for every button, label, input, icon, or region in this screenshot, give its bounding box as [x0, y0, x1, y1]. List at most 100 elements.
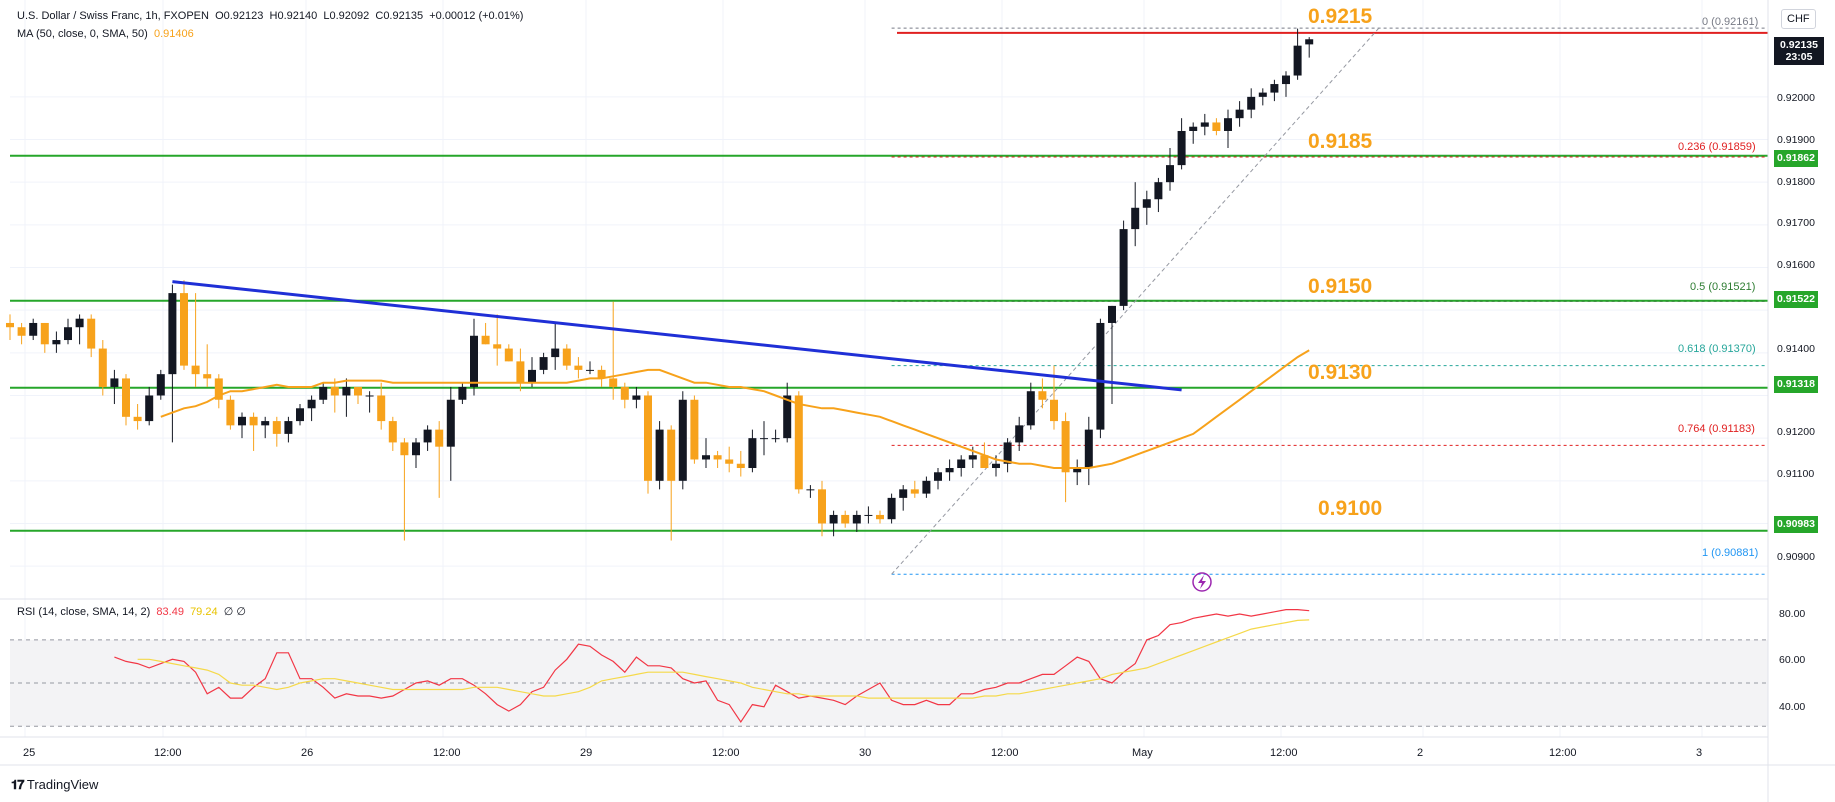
candle-body — [52, 340, 61, 345]
candle-body — [296, 408, 304, 422]
candlestick-series — [6, 28, 1314, 541]
countdown: 23:05 — [1785, 51, 1813, 63]
ohlc-change: +0.00012 (+0.01%) — [429, 10, 524, 22]
time-tick: 2 — [1417, 747, 1424, 759]
candle-body — [1119, 229, 1128, 306]
candle-body — [586, 369, 594, 371]
candle-body — [481, 335, 490, 345]
price-tick: 0.91200 — [1777, 426, 1815, 438]
candle-body — [64, 327, 72, 341]
candle-body — [1293, 45, 1302, 76]
candle-body — [365, 395, 374, 397]
candle-body — [1131, 207, 1140, 230]
candle-body — [528, 369, 536, 383]
candle-body — [249, 416, 258, 426]
fib-label-0764: 0.764 (0.91183) — [1678, 423, 1755, 435]
fib-label-0: 0 (0.92161) — [1702, 16, 1759, 28]
time-tick: 30 — [859, 747, 872, 759]
price-tick: 0.91400 — [1777, 343, 1815, 355]
candle-body — [40, 322, 49, 345]
candle-body — [1258, 92, 1267, 97]
candle-body — [1061, 421, 1070, 473]
candle-body — [980, 455, 989, 469]
candle-body — [1026, 391, 1035, 426]
candle-body — [458, 386, 467, 400]
time-tick: 12:00 — [712, 747, 740, 759]
candle-body — [818, 489, 826, 524]
candle-body — [1270, 84, 1279, 93]
candle-body — [214, 378, 223, 400]
level-label-9130: 0.9130 — [1308, 361, 1373, 384]
candle-body — [783, 395, 792, 439]
rsi-panel — [0, 572, 1768, 727]
rsi-label: RSI (14, close, SMA, 14, 2) — [17, 606, 151, 618]
currency-button[interactable]: CHF — [1781, 9, 1816, 29]
candle-body — [1096, 322, 1105, 430]
candle-body — [748, 438, 757, 469]
candle-body — [1015, 425, 1024, 443]
candle-body — [1189, 126, 1198, 131]
candle-body — [423, 429, 432, 443]
rsi-band — [10, 639, 1768, 727]
tradingview-logo-icon: 𝟏𝟕 — [11, 777, 25, 792]
ohlc-close: C0.92135 — [375, 10, 424, 22]
candle-body — [412, 442, 420, 456]
candle-body — [945, 468, 954, 473]
candle-body — [6, 322, 14, 328]
candle-body — [284, 421, 293, 434]
candle-body — [1108, 305, 1116, 323]
candle-body — [29, 322, 38, 336]
candle-body — [1154, 182, 1163, 200]
candle-body — [226, 399, 235, 426]
candle-body — [690, 399, 699, 460]
ma-legend[interactable]: MA (50, close, 0, SMA, 50) 0.91406 — [17, 28, 194, 40]
price-tick: 0.91900 — [1777, 134, 1815, 146]
candle-body — [644, 395, 652, 481]
candle-body — [191, 365, 200, 375]
candle-body — [1142, 199, 1151, 208]
candle-body — [899, 489, 908, 498]
candle-body — [1235, 109, 1244, 119]
candle-body — [110, 378, 119, 387]
candle-body — [1282, 75, 1290, 85]
candle-body — [713, 455, 722, 460]
time-tick: 12:00 — [154, 747, 182, 759]
rsi-tick: 40.00 — [1779, 701, 1806, 713]
candle-body — [319, 386, 328, 400]
ma-value: 0.91406 — [153, 28, 194, 40]
time-tick: 12:00 — [991, 747, 1019, 759]
candle-body — [87, 318, 96, 349]
candle-body — [678, 399, 687, 481]
candle-body — [168, 293, 177, 375]
price-tick: 0.92000 — [1777, 92, 1815, 104]
candle-body — [122, 378, 130, 417]
price-tick: 0.91700 — [1777, 217, 1815, 229]
candle-body — [957, 459, 966, 469]
tradingview-logo[interactable]: 𝟏𝟕 TradingView — [11, 777, 98, 793]
time-tick: 12:00 — [433, 747, 461, 759]
rsi-legend[interactable]: RSI (14, close, SMA, 14, 2) 83.49 79.24 … — [17, 605, 246, 618]
level-label-9100: 0.9100 — [1318, 497, 1383, 520]
candle-body — [632, 395, 641, 400]
level-label-9215: 0.9215 — [1308, 5, 1373, 28]
rsi-value: 83.49 — [156, 606, 184, 618]
ma-label: MA (50, close, 0, SMA, 50) — [17, 28, 148, 40]
fib-diagonal — [891, 27, 1380, 575]
candle-body — [203, 374, 212, 379]
last-price-badge: 0.92135 23:05 — [1774, 37, 1824, 65]
symbol-title[interactable]: U.S. Dollar / Swiss Franc, 1h, FXOPEN — [17, 10, 209, 22]
candle-body — [516, 361, 525, 383]
descending-trendline — [172, 280, 1182, 392]
candle-body — [829, 514, 838, 524]
candle-body — [1050, 399, 1058, 422]
ohlc-high: H0.92140 — [269, 10, 318, 22]
candle-body — [342, 386, 351, 396]
fib-label-05: 0.5 (0.91521) — [1690, 281, 1756, 293]
fibonacci-retracement — [891, 27, 1766, 575]
fib-label-0618: 0.618 (0.91370) — [1678, 343, 1756, 355]
price-tick: 0.91800 — [1777, 176, 1815, 188]
fib-label-0236: 0.236 (0.91859) — [1678, 141, 1756, 153]
candle-body — [307, 399, 316, 409]
